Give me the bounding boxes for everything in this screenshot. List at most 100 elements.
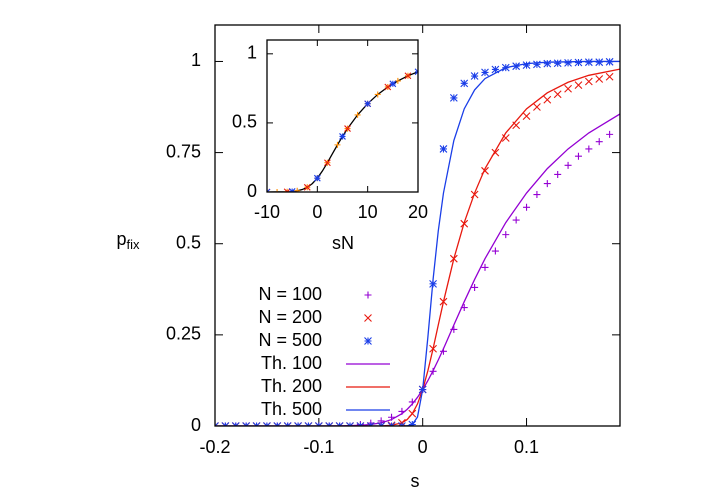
data-point bbox=[522, 112, 531, 121]
data-point bbox=[595, 138, 603, 146]
x-tick-label: -0.2 bbox=[199, 437, 230, 457]
data-point bbox=[533, 191, 541, 199]
x-tick-label: 20 bbox=[408, 202, 428, 222]
legend-label: N = 200 bbox=[258, 307, 322, 327]
plot-area: -0.2 -0.1 0 0.1 0 0.25 0.5 0.75 1 N = 100 N = 200 N… bbox=[166, 24, 621, 457]
data-layer bbox=[215, 57, 620, 426]
data-point bbox=[460, 79, 469, 88]
data-point bbox=[481, 68, 489, 77]
y-tick-label: 0 bbox=[247, 181, 257, 201]
data-point bbox=[574, 152, 582, 160]
data-point bbox=[449, 254, 458, 263]
data-point bbox=[324, 159, 331, 167]
x-axis-label: s bbox=[411, 471, 420, 491]
legend-marker bbox=[364, 314, 372, 322]
data-point bbox=[404, 72, 412, 80]
x-tick-label: 10 bbox=[358, 202, 378, 222]
data-point bbox=[595, 58, 604, 67]
data-point bbox=[470, 72, 479, 80]
data-point bbox=[384, 83, 392, 91]
data-point bbox=[533, 103, 541, 111]
y-axis-label-subscript: fix bbox=[127, 237, 141, 252]
data-point bbox=[533, 60, 541, 69]
legend-label: N = 100 bbox=[258, 284, 322, 304]
x-tick-label: -0.1 bbox=[303, 437, 334, 457]
data-point bbox=[553, 59, 562, 68]
data-point bbox=[449, 94, 458, 102]
legend-label: Th. 200 bbox=[261, 376, 322, 396]
data-point bbox=[543, 59, 552, 68]
data-point bbox=[408, 420, 417, 426]
plot-frame bbox=[266, 39, 419, 193]
data-point bbox=[491, 247, 499, 255]
x-tick-label: 0 bbox=[418, 437, 428, 457]
data-point bbox=[553, 90, 562, 99]
inset-x-axis-label: sN bbox=[332, 233, 354, 253]
y-tick-label: 0.25 bbox=[166, 324, 201, 344]
theory-line bbox=[215, 68, 620, 426]
data-point bbox=[344, 125, 351, 132]
data-point bbox=[334, 141, 341, 148]
data-point bbox=[470, 190, 479, 199]
data-point bbox=[471, 283, 479, 291]
data-point bbox=[502, 231, 510, 239]
data-layer bbox=[267, 68, 418, 192]
data-point bbox=[481, 263, 489, 271]
y-tick-label: 0.75 bbox=[166, 141, 201, 161]
data-point bbox=[501, 63, 510, 72]
data-point bbox=[429, 279, 437, 288]
data-point bbox=[429, 367, 437, 375]
data-point bbox=[354, 111, 361, 118]
data-point bbox=[554, 170, 562, 178]
data-point bbox=[491, 65, 500, 74]
y-tick-label: 0.5 bbox=[232, 112, 257, 132]
data-point bbox=[274, 189, 281, 192]
x-tick-label: 0 bbox=[312, 202, 322, 222]
legend-label: N = 500 bbox=[258, 330, 322, 350]
data-point bbox=[418, 385, 427, 394]
data-point bbox=[512, 121, 521, 130]
data-point bbox=[595, 75, 604, 83]
inset-background bbox=[267, 40, 418, 192]
data-point bbox=[522, 61, 531, 69]
data-point bbox=[564, 84, 572, 93]
y-tick-label: 0 bbox=[191, 415, 201, 435]
data-point bbox=[339, 133, 346, 140]
data-point bbox=[303, 183, 311, 191]
data-point bbox=[605, 57, 614, 66]
data-point bbox=[501, 134, 510, 142]
data-point bbox=[523, 203, 531, 211]
y-tick-label: 1 bbox=[191, 50, 201, 70]
legend-marker bbox=[364, 337, 372, 345]
legend-label: Th. 100 bbox=[261, 353, 322, 373]
data-point bbox=[460, 219, 469, 228]
data-point bbox=[512, 216, 520, 224]
y-axis-label-main: p bbox=[116, 229, 126, 249]
theory-line bbox=[215, 60, 620, 426]
y-tick-label: 1 bbox=[247, 43, 257, 63]
y-tick-label: 0.5 bbox=[176, 232, 201, 252]
data-point bbox=[543, 180, 551, 188]
x-tick-label: 0.1 bbox=[514, 437, 539, 457]
data-point bbox=[491, 148, 500, 157]
data-point bbox=[450, 325, 458, 333]
data-point bbox=[408, 409, 417, 418]
data-point bbox=[408, 398, 416, 406]
data-point bbox=[294, 187, 301, 192]
y-axis-label: pfix bbox=[116, 229, 140, 253]
data-point bbox=[439, 145, 448, 153]
data-point bbox=[574, 81, 583, 90]
x-tick-label: -10 bbox=[254, 202, 280, 222]
data-point bbox=[439, 347, 447, 355]
data-point bbox=[564, 161, 572, 169]
legend-marker bbox=[364, 291, 372, 299]
data-point bbox=[389, 80, 397, 88]
data-point bbox=[313, 174, 321, 182]
data-point bbox=[564, 59, 572, 67]
data-point bbox=[460, 304, 468, 312]
legend-label: Th. 500 bbox=[261, 399, 322, 419]
data-point bbox=[543, 95, 552, 104]
